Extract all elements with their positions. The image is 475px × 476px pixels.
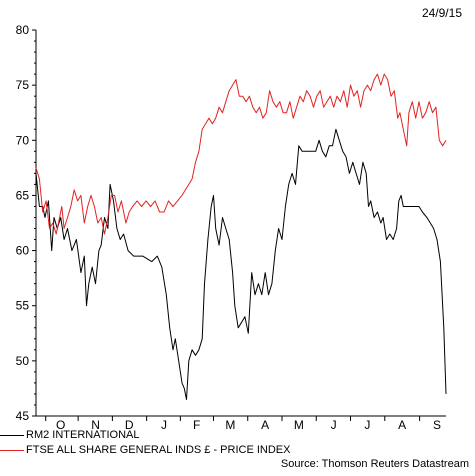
legend-item-ftse: FTSE ALL SHARE GENERAL INDS £ - PRICE IN…	[0, 444, 290, 456]
y-tick-label: 45	[16, 409, 30, 423]
chart-axes: 45 50 55 60 65 70 75 80 O N D J F M A M J J A S	[16, 23, 446, 432]
x-tick-label: J	[331, 418, 337, 432]
x-tick-label: O	[56, 418, 65, 432]
x-tick-label: J	[161, 418, 167, 432]
legend-swatch-rm2	[0, 434, 24, 436]
y-tick-label: 70	[16, 133, 30, 147]
x-tick-label: M	[294, 418, 304, 432]
x-tick-label: D	[125, 418, 134, 432]
y-tick-label: 60	[16, 244, 30, 258]
y-tick-label: 80	[16, 23, 30, 37]
y-tick-label: 65	[16, 188, 30, 202]
date-label: 24/9/15	[421, 6, 462, 20]
y-tick-label: 75	[16, 78, 30, 92]
x-tick-label: F	[193, 418, 200, 432]
legend-swatch-ftse	[0, 449, 24, 451]
x-tick-label: M	[225, 418, 235, 432]
source-note: Source: Thomson Reuters Datastream	[280, 458, 469, 470]
legend-label-ftse: FTSE ALL SHARE GENERAL INDS £ - PRICE IN…	[26, 444, 291, 456]
series-line-rm2	[35, 128, 447, 400]
x-tick-label: S	[433, 418, 441, 432]
y-tick-label: 50	[16, 354, 30, 368]
y-tick-label: 55	[16, 299, 30, 313]
chart-series	[35, 73, 447, 400]
x-tick-label: J	[364, 418, 370, 432]
legend-item-rm2: RM2 INTERNATIONAL	[0, 429, 139, 441]
x-tick-label: A	[398, 418, 406, 432]
x-tick-label: A	[261, 418, 269, 432]
series-line-ftse	[35, 73, 447, 235]
x-tick-label: N	[91, 418, 100, 432]
legend-label-rm2: RM2 INTERNATIONAL	[26, 429, 140, 441]
